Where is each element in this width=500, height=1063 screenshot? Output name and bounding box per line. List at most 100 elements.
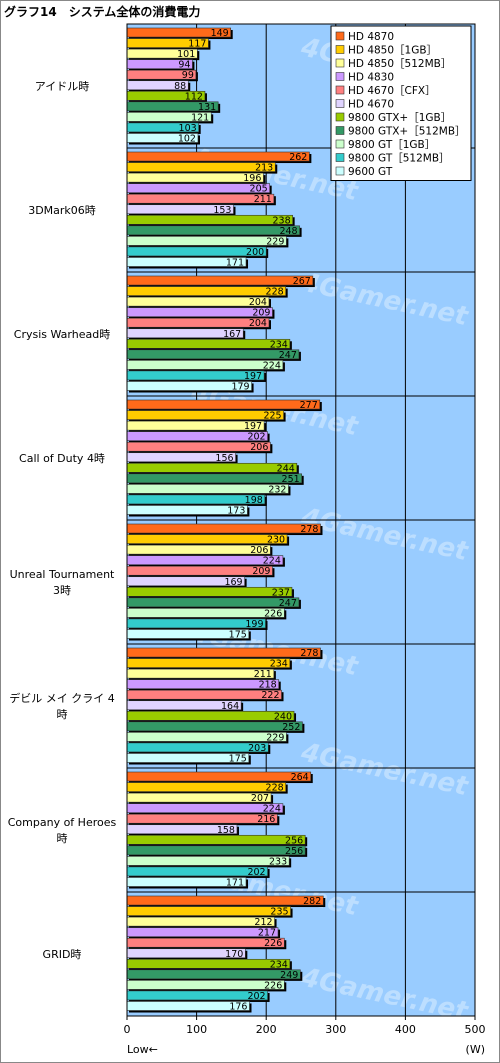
bar-value-label: 213 bbox=[255, 163, 273, 174]
bar bbox=[126, 742, 269, 753]
legend-swatch bbox=[335, 99, 345, 108]
bar-value-label: 234 bbox=[270, 339, 288, 350]
category-label: Call of Duty 4時 bbox=[19, 452, 105, 465]
bar bbox=[126, 927, 279, 937]
bar-value-label: 153 bbox=[213, 205, 231, 216]
bar bbox=[126, 399, 321, 410]
bar-value-label: 251 bbox=[282, 474, 300, 485]
bar-value-label: 225 bbox=[263, 411, 281, 422]
bar bbox=[126, 721, 303, 732]
bar bbox=[126, 958, 291, 969]
legend-swatch bbox=[335, 139, 345, 149]
bar-value-label: 218 bbox=[259, 680, 277, 691]
bar-value-label: 197 bbox=[244, 371, 262, 382]
bar-value-label: 232 bbox=[268, 484, 286, 495]
bar-value-label: 234 bbox=[270, 659, 288, 670]
bar bbox=[126, 410, 284, 420]
category-label: Unreal Tournament bbox=[10, 568, 115, 581]
bar-value-label: 247 bbox=[279, 350, 297, 361]
bar-value-label: 131 bbox=[198, 102, 216, 113]
legend-swatch bbox=[335, 153, 345, 162]
bar-value-label: 203 bbox=[248, 743, 266, 754]
bar-value-label: 205 bbox=[250, 184, 268, 195]
bar bbox=[126, 275, 314, 286]
legend-label: 9800 GT［1GB］ bbox=[348, 139, 435, 151]
bar-value-label: 252 bbox=[282, 722, 300, 733]
legend-label: HD 4870 bbox=[348, 31, 394, 43]
bar bbox=[126, 473, 302, 484]
bar bbox=[126, 845, 306, 856]
bar-value-label: 267 bbox=[293, 276, 311, 287]
bar-value-label: 170 bbox=[225, 949, 243, 960]
x-tick-label: 300 bbox=[325, 1023, 346, 1036]
bar-value-label: 240 bbox=[274, 711, 292, 722]
bar-value-label: 211 bbox=[254, 669, 272, 680]
bar-value-label: 204 bbox=[249, 318, 267, 329]
bar-value-label: 211 bbox=[254, 194, 272, 205]
bar-value-label: 202 bbox=[247, 991, 265, 1002]
bar-value-label: 207 bbox=[251, 793, 269, 804]
bar bbox=[126, 296, 270, 307]
legend-label: HD 4670［CFX］ bbox=[348, 85, 436, 97]
bar-value-label: 169 bbox=[224, 577, 242, 588]
x-tick-label: 0 bbox=[124, 1023, 131, 1036]
category-label: GRID時 bbox=[43, 948, 82, 961]
bar-value-label: 117 bbox=[188, 39, 206, 50]
bar bbox=[126, 544, 271, 555]
legend-label: 9800 GTX+［1GB］ bbox=[348, 112, 451, 124]
bar-value-label: 249 bbox=[280, 970, 298, 981]
bar-value-label: 233 bbox=[269, 856, 287, 867]
bar-value-label: 175 bbox=[229, 754, 247, 765]
bar-value-label: 237 bbox=[272, 587, 290, 598]
category-label: Company of Heroes bbox=[8, 816, 117, 829]
category-label: 時 bbox=[57, 832, 68, 845]
bar bbox=[126, 586, 293, 597]
bar-value-label: 88 bbox=[174, 81, 186, 92]
bar bbox=[126, 349, 300, 360]
bar bbox=[126, 151, 310, 162]
legend-swatch bbox=[335, 166, 345, 176]
bar-value-label: 277 bbox=[300, 400, 318, 411]
bar-value-label: 173 bbox=[227, 506, 245, 517]
legend-label: 9800 GTX+［512MB］ bbox=[348, 126, 466, 138]
bar-value-label: 103 bbox=[179, 123, 197, 134]
bar-value-label: 179 bbox=[231, 382, 249, 393]
legend-swatch bbox=[335, 45, 345, 54]
bar bbox=[126, 523, 321, 534]
bar bbox=[126, 462, 298, 473]
bar-value-label: 199 bbox=[245, 619, 263, 630]
bar-value-label: 222 bbox=[261, 690, 279, 701]
bar-value-label: 102 bbox=[178, 134, 196, 145]
bar bbox=[126, 937, 285, 948]
legend-label: HD 4830 bbox=[348, 72, 394, 84]
bar-value-label: 228 bbox=[266, 783, 284, 794]
x-tick-label: 100 bbox=[186, 1023, 207, 1036]
bar bbox=[126, 534, 288, 544]
legend-swatch bbox=[335, 112, 345, 122]
bar bbox=[126, 771, 312, 782]
bar-value-label: 282 bbox=[303, 896, 321, 907]
bar-value-label: 175 bbox=[229, 630, 247, 641]
legend-swatch bbox=[335, 58, 345, 68]
bar-value-label: 262 bbox=[289, 152, 307, 163]
category-label: 時 bbox=[57, 708, 68, 721]
legend-swatch bbox=[335, 126, 345, 135]
bar bbox=[126, 441, 271, 452]
category-label: 3時 bbox=[53, 584, 71, 597]
x-tick-label: 200 bbox=[256, 1023, 277, 1036]
x-tick-label: 400 bbox=[395, 1023, 416, 1036]
bar-value-label: 156 bbox=[215, 453, 233, 464]
bar-value-label: 229 bbox=[266, 236, 284, 247]
bar-value-label: 247 bbox=[279, 598, 297, 609]
bar bbox=[126, 317, 270, 328]
bar bbox=[126, 834, 306, 845]
bar bbox=[126, 658, 291, 668]
bar-value-label: 204 bbox=[249, 297, 267, 308]
bar-value-label: 209 bbox=[252, 566, 270, 577]
bar-value-label: 256 bbox=[285, 835, 303, 846]
bar-value-label: 224 bbox=[263, 360, 281, 371]
x-axis-note: Low← bbox=[127, 1043, 158, 1056]
bar bbox=[126, 895, 324, 906]
legend-swatch bbox=[335, 85, 345, 95]
